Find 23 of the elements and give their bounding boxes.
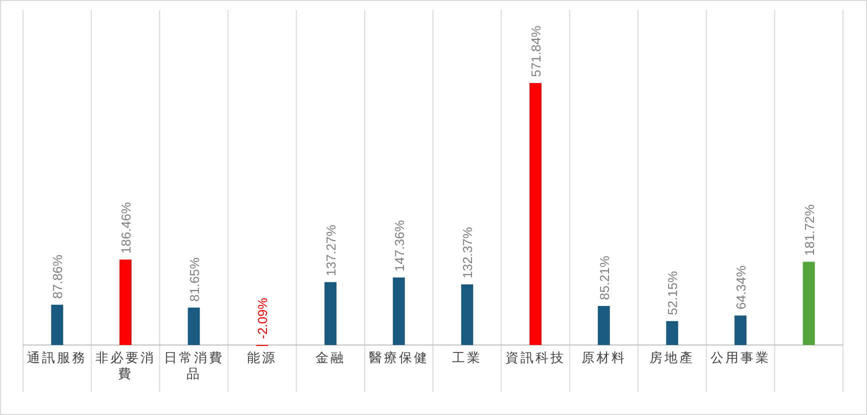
x-tick-label: 日常消費品 <box>162 351 225 383</box>
x-tick-label: 能源 <box>246 351 278 367</box>
data-label: 85.21% <box>596 255 612 300</box>
x-tick-label: 房地產 <box>648 351 696 367</box>
x-tick-label: 非必要消費 <box>94 351 156 383</box>
x-tick-label: 資訊科技 <box>504 351 566 367</box>
data-label: 81.65% <box>186 257 202 302</box>
data-label: 52.15% <box>665 270 680 316</box>
x-tick-label: 醫療保健 <box>368 351 430 367</box>
data-label: 181.72% <box>802 204 817 256</box>
x-tick-label: 原材料 <box>580 351 628 367</box>
data-label: 186.46% <box>118 202 134 254</box>
x-tick-label: 通訊服務 <box>26 351 88 367</box>
data-label: 137.27% <box>324 224 338 276</box>
data-label: 87.86% <box>50 254 66 299</box>
x-tick-label: 公用事業 <box>709 351 772 367</box>
x-tick-label: 金融 <box>314 351 346 367</box>
data-label: 147.36% <box>392 220 407 272</box>
x-tick-label: 工業 <box>451 351 484 367</box>
data-label: 64.34% <box>734 264 748 310</box>
data-label: 132.37% <box>460 226 476 278</box>
data-label: 571.84% <box>528 25 544 77</box>
data-label: -2.09% <box>255 297 270 339</box>
